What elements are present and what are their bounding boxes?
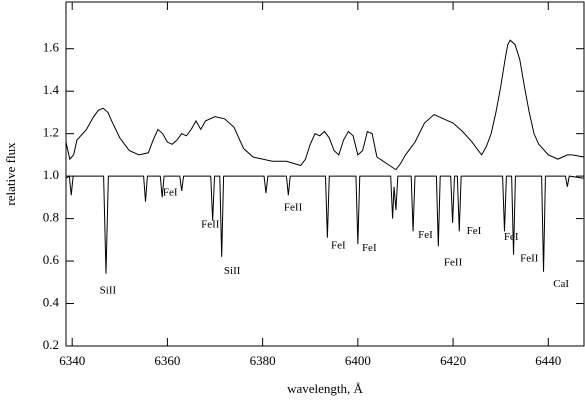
line-label: FeI [163,187,178,199]
spectrum-line [65,175,585,274]
line-label: FeII [444,257,463,269]
x-tick-label: 6400 [345,353,371,368]
y-tick-label: 0.4 [43,295,60,310]
line-label: SiII [224,265,241,277]
y-tick-label: 0.2 [43,337,59,352]
y-tick-label: 1.4 [43,82,60,97]
y-tick-label: 1.2 [43,125,59,140]
line-label: FeI [362,242,377,254]
x-tick-label: 6440 [535,353,561,368]
line-label: FeII [284,202,303,214]
y-axis-label: relative flux [3,142,18,206]
spectrum-line [65,39,585,171]
x-tick-label: 6340 [59,353,85,368]
x-tick-label: 6420 [440,353,466,368]
line-label: FeI [331,240,346,252]
plot-frame [65,1,585,347]
line-label: FeII [201,218,220,230]
line-label: FeII [520,252,539,264]
y-tick-label: 1.0 [43,167,59,182]
line-label: FeI [467,225,482,237]
x-tick-label: 6360 [154,353,180,368]
line-label: CaI [553,278,569,290]
line-label: SiII [100,284,117,296]
y-tick-label: 0.6 [43,252,60,267]
x-tick-label: 6380 [250,353,276,368]
y-tick-label: 1.6 [43,40,60,55]
x-axis-label: wavelength, Å [287,381,363,396]
y-tick-label: 0.8 [43,210,59,225]
line-label: FeI [418,229,433,241]
line-label: FeI [504,231,519,243]
